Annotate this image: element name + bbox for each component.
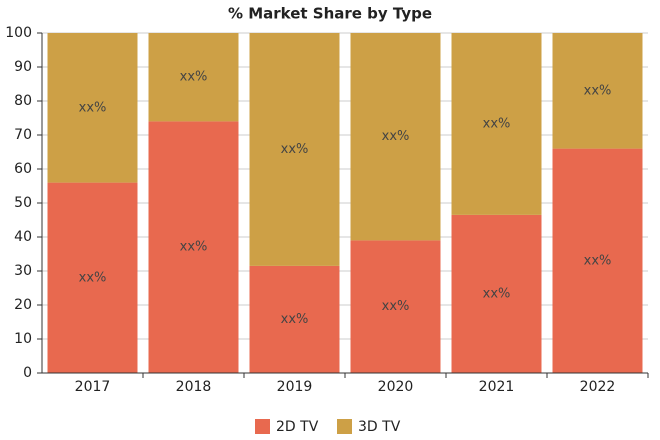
data-label: xx% <box>79 100 107 115</box>
bar-segment <box>552 148 643 373</box>
bar-segment <box>451 214 542 373</box>
bar-segment <box>350 33 441 241</box>
data-label: xx% <box>483 116 511 131</box>
data-label: xx% <box>180 240 208 255</box>
data-label: xx% <box>382 299 410 314</box>
bar-segment <box>350 240 441 373</box>
x-tick-label: 2020 <box>378 379 414 395</box>
y-tick-label: 60 <box>14 161 32 177</box>
data-label: xx% <box>79 270 107 285</box>
y-tick-label: 20 <box>14 297 32 313</box>
legend-swatch <box>337 419 352 434</box>
bar-segment <box>552 33 643 149</box>
data-label: xx% <box>281 312 309 327</box>
y-tick-label: 50 <box>14 195 32 211</box>
bar-segment <box>451 33 542 215</box>
data-label: xx% <box>584 253 612 268</box>
legend-label: 2D TV <box>276 419 319 435</box>
bar-segment <box>148 33 239 122</box>
y-tick-label: 70 <box>14 127 32 143</box>
data-label: xx% <box>382 129 410 144</box>
x-tick-label: 2019 <box>277 379 313 395</box>
y-tick-label: 30 <box>14 263 32 279</box>
y-tick-label: 0 <box>23 365 32 381</box>
bar-segment <box>47 182 138 373</box>
legend-swatch <box>255 419 270 434</box>
data-label: xx% <box>180 70 208 85</box>
x-tick-label: 2022 <box>580 379 616 395</box>
data-label: xx% <box>584 83 612 98</box>
bar-segment <box>249 33 340 266</box>
data-label: xx% <box>483 286 511 301</box>
legend-label: 3D TV <box>358 419 401 435</box>
chart-title: % Market Share by Type <box>228 5 432 23</box>
y-tick-label: 90 <box>14 59 32 75</box>
y-tick-label: 80 <box>14 93 32 109</box>
y-tick-label: 40 <box>14 229 32 245</box>
y-tick-label: 100 <box>5 25 32 41</box>
y-tick-label: 10 <box>14 331 32 347</box>
data-label: xx% <box>281 142 309 157</box>
bar-segment <box>249 265 340 373</box>
bar-segment <box>47 33 138 183</box>
x-tick-label: 2017 <box>75 379 111 395</box>
x-tick-label: 2021 <box>479 379 515 395</box>
bar-segment <box>148 121 239 374</box>
x-tick-label: 2018 <box>176 379 212 395</box>
